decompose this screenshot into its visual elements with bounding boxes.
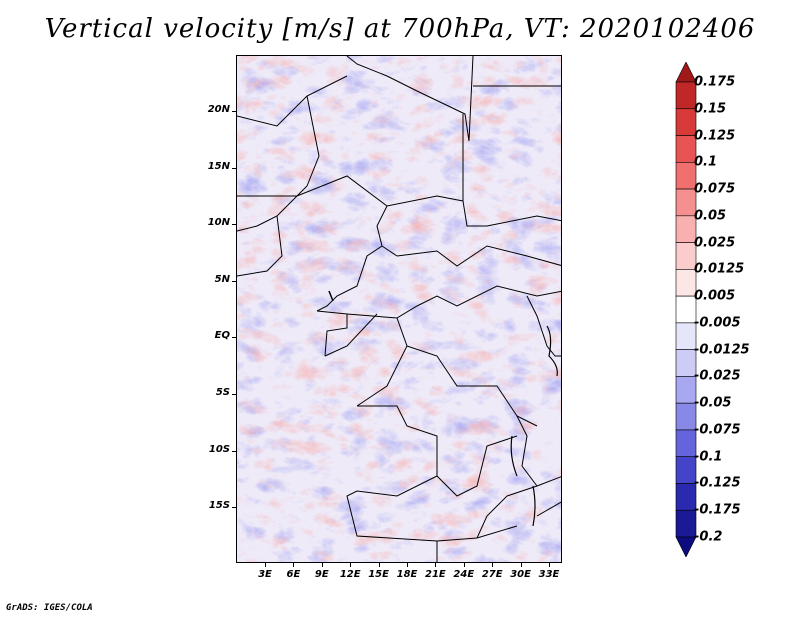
- lon-tick-label: 24E: [453, 569, 475, 580]
- lon-tick-mark: [435, 563, 437, 567]
- lat-tick-mark: [232, 507, 236, 509]
- lat-tick-label: EQ: [214, 330, 230, 342]
- colorbar-label: -0.125: [694, 475, 741, 491]
- colorbar-segment: [675, 81, 697, 110]
- colorbar-label: 0.1: [694, 154, 718, 170]
- lat-tick-mark: [232, 337, 236, 339]
- lon-tick-mark: [463, 563, 465, 567]
- lon-tick-mark: [321, 563, 323, 567]
- lon-tick-label: 27E: [481, 569, 503, 580]
- colorbar-segment: [675, 295, 697, 324]
- lon-tick-mark: [520, 563, 522, 567]
- colorbar-segment: [675, 349, 697, 377]
- colorbar-label: -0.175: [694, 502, 741, 518]
- grads-credit: GrADS: IGES/COLA: [6, 603, 93, 613]
- lon-tick-label: 21E: [425, 569, 446, 580]
- colorbar-segment: [675, 402, 697, 431]
- colorbar-label: -0.05: [694, 395, 732, 411]
- colorbar-segment: [675, 322, 697, 350]
- colorbar-label: 0.125: [694, 128, 736, 144]
- colorbar-label: 0.0125: [694, 261, 745, 277]
- colorbar-label: -0.025: [694, 368, 741, 384]
- lon-tick-mark: [492, 563, 494, 567]
- colorbar-label: 0.05: [694, 208, 727, 224]
- map-panel: [236, 55, 562, 563]
- colorbar-segment: [675, 456, 697, 484]
- colorbar-segment: [675, 376, 697, 404]
- colorbar-segment: [675, 188, 697, 217]
- velocity-field: [237, 56, 561, 562]
- lon-tick-mark: [265, 563, 266, 567]
- colorbar-segment: [675, 161, 697, 190]
- colorbar-label: -0.2: [694, 529, 723, 545]
- colorbar-segment: [675, 509, 697, 538]
- lon-tick-label: 18E: [396, 569, 418, 580]
- positive-velocity-pattern: [237, 56, 561, 562]
- lat-tick-label: 10N: [207, 217, 230, 229]
- country-borders: [237, 56, 561, 562]
- colorbar-label: 0.175: [694, 74, 736, 90]
- colorbar-segment: [675, 135, 697, 163]
- colorbar-label: 0.075: [694, 181, 736, 197]
- lon-tick-mark: [407, 563, 408, 567]
- lat-tick-label: 5N: [214, 273, 230, 285]
- lon-tick-label: 15E: [368, 569, 389, 580]
- lat-tick-mark: [232, 224, 236, 226]
- lon-tick-mark: [293, 563, 295, 567]
- lon-tick-label: 6E: [286, 569, 301, 580]
- lon-tick-label: 33E: [538, 569, 560, 580]
- lon-tick-mark: [549, 563, 550, 567]
- colorbar-segment: [675, 108, 697, 136]
- colorbar-label: -0.0125: [694, 342, 750, 358]
- lat-tick-mark: [232, 394, 236, 395]
- lat-tick-label: 5S: [215, 387, 230, 398]
- lon-tick-mark: [350, 563, 352, 567]
- lat-tick-label: 15S: [208, 500, 230, 512]
- lon-tick-label: 30E: [510, 569, 531, 580]
- colorbar-segment: [675, 429, 697, 458]
- colorbar: [675, 62, 697, 557]
- colorbar-label: 0.005: [694, 288, 736, 304]
- lon-tick-mark: [378, 563, 380, 567]
- lat-tick-label: 20N: [207, 104, 230, 115]
- lat-tick-mark: [232, 450, 236, 452]
- lon-tick-label: 9E: [314, 569, 329, 580]
- colorbar-segment: [675, 242, 697, 270]
- lat-tick-mark: [232, 111, 236, 112]
- lat-tick-mark: [232, 280, 236, 282]
- lat-tick-label: 10S: [208, 443, 230, 455]
- colorbar-label: -0.1: [694, 449, 723, 465]
- chart-title: Vertical velocity [m/s] at 700hPa, VT: 2…: [44, 14, 756, 44]
- lat-tick-label: 15N: [207, 160, 230, 172]
- colorbar-segment: [675, 483, 697, 511]
- colorbar-label: 0.025: [694, 235, 736, 251]
- colorbar-segment: [675, 269, 697, 297]
- colorbar-label: 0.15: [694, 101, 727, 117]
- colorbar-segment: [675, 215, 697, 243]
- colorbar-label: -0.005: [694, 315, 741, 331]
- lon-tick-label: 3E: [258, 569, 272, 580]
- lon-tick-label: 12E: [339, 569, 361, 580]
- colorbar-top-arrow: [675, 62, 697, 83]
- colorbar-bottom-arrow: [675, 536, 697, 557]
- lat-tick-mark: [232, 167, 236, 169]
- colorbar-label: -0.075: [694, 422, 741, 438]
